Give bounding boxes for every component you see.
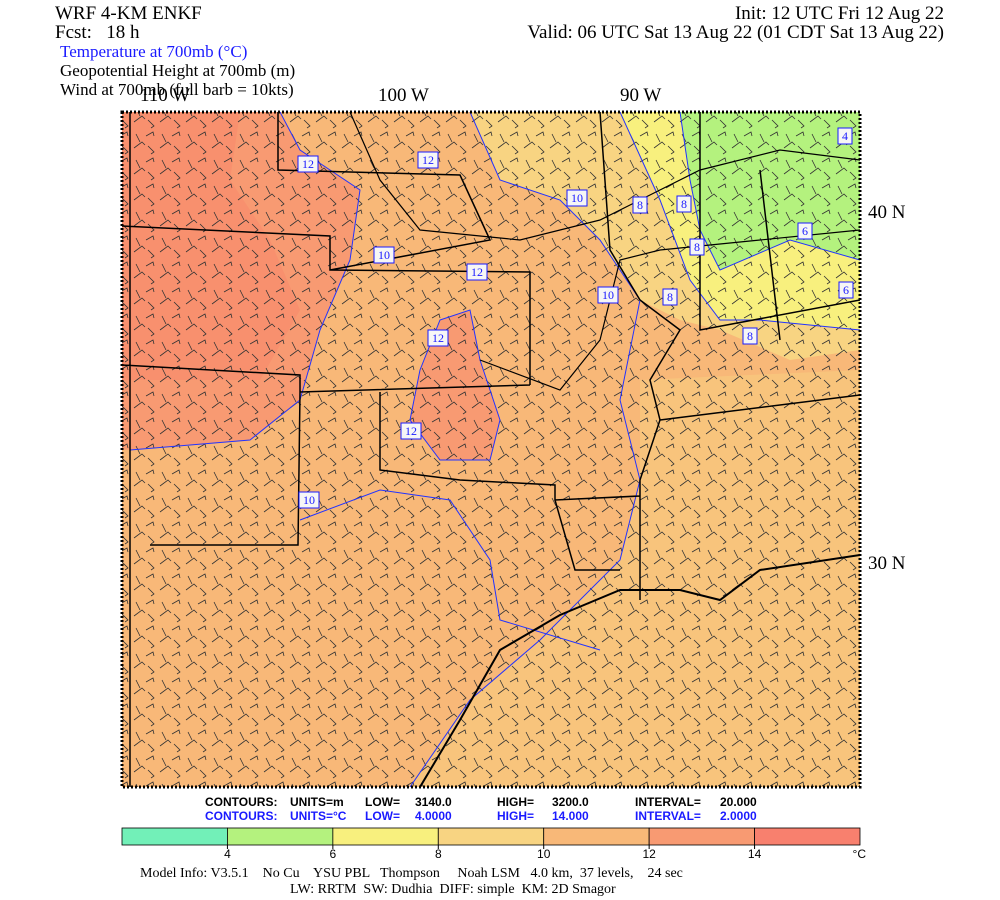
height-contour — [479, 229, 860, 391]
contour-label: 12 — [302, 157, 314, 171]
contour-label: 8 — [681, 197, 687, 211]
lon-label: 110 W — [140, 85, 190, 106]
colorbar: 4 6 8 10 12 14 °C — [121, 827, 867, 861]
colorbar-tick-label: 6 — [330, 847, 337, 861]
colorbar-tick-label: 12 — [642, 847, 656, 861]
contour-info-text: UNITS=m — [290, 795, 344, 809]
contour-label: 12 — [432, 331, 444, 345]
contour-label: 10 — [571, 191, 583, 205]
contour-info-text: CONTOURS: — [205, 809, 277, 823]
init-time: Init: 12 UTC Fri 12 Aug 22 — [735, 3, 944, 24]
colorbar-bin — [121, 827, 228, 846]
contour-info-text: 2.0000 — [720, 809, 757, 823]
wind-barbs — [122, 112, 860, 787]
contour-info-text: 4.0000 — [415, 809, 452, 823]
lon-label: 90 W — [620, 85, 661, 106]
colorbar-bin — [332, 827, 439, 846]
contour-label: 10 — [602, 288, 614, 302]
contour-info-text: LOW= — [365, 795, 400, 809]
contour-label: 10 — [378, 248, 390, 262]
contour-info-text: 3140.0 — [415, 795, 452, 809]
contour-info-text: 3200.0 — [552, 795, 589, 809]
contour-info-text: INTERVAL= — [635, 809, 701, 823]
contour-labels: 12 12 10 8 8 8 6 4 10 12 10 8 6 8 12 12 … — [297, 127, 854, 509]
colorbar-bin — [648, 827, 755, 846]
contour-label: 8 — [747, 329, 753, 343]
model-name: WRF 4-KM ENKF — [55, 3, 202, 24]
contour-label: 6 — [843, 283, 849, 297]
lat-label: 40 N — [868, 202, 906, 223]
coastline — [419, 554, 860, 787]
contour-info-text: HIGH= — [497, 795, 534, 809]
contour-label: 12 — [422, 153, 434, 167]
contour-info-text: CONTOURS: — [205, 795, 277, 809]
contour-info-text: UNITS=°C — [290, 809, 347, 823]
contour-label: 8 — [694, 240, 700, 254]
contour-info-text: INTERVAL= — [635, 795, 701, 809]
model-info: Model Info: V3.5.1 No Cu YSU PBL Thompso… — [140, 866, 683, 881]
field-name: Geopotential Height at 700mb (m) — [60, 61, 295, 80]
contour-info-text: 20.000 — [720, 795, 757, 809]
colorbar-bin — [437, 827, 545, 846]
temperature-contour — [129, 112, 860, 787]
forecast-hour: Fcst: 18 h — [55, 22, 140, 43]
colorbar-tick-label: 4 — [224, 847, 231, 861]
map-frame — [120, 110, 862, 789]
valid-time: Valid: 06 UTC Sat 13 Aug 22 (01 CDT Sat … — [527, 22, 944, 43]
colorbar-bin — [227, 827, 334, 846]
height-contour — [349, 112, 860, 241]
contour-info-text: 14.000 — [552, 809, 589, 823]
colorbar-unit: °C — [853, 847, 867, 861]
contour-label: 10 — [303, 493, 315, 507]
contour-label: 8 — [637, 198, 643, 212]
contour-info-text: HIGH= — [497, 809, 534, 823]
colorbar-bin — [543, 827, 650, 846]
field-name: Wind at 700mb (full barb = 10kts) — [60, 80, 294, 99]
contour-label: 8 — [667, 290, 673, 304]
contour-info: CONTOURS: UNITS=m LOW= 3140.0 HIGH= 3200.0 INT… — [205, 795, 757, 823]
state-border — [122, 112, 860, 787]
lat-label: 30 N — [868, 553, 906, 574]
colorbar-tick-label: 8 — [435, 847, 442, 861]
contour-label: 6 — [802, 224, 808, 238]
contour-label: 12 — [405, 424, 417, 438]
colorbar-tick-label: 14 — [748, 847, 762, 861]
lon-label: 100 W — [378, 85, 429, 106]
contour-info-text: LOW= — [365, 809, 400, 823]
model-info: LW: RRTM SW: Dudhia DIFF: simple KM: 2D … — [290, 882, 616, 897]
map — [122, 112, 860, 787]
colorbar-tick-label: 10 — [537, 847, 551, 861]
contour-label: 4 — [842, 129, 848, 143]
field-name: Temperature at 700mb (°C) — [60, 42, 247, 61]
colorbar-bin — [754, 827, 861, 846]
contour-label: 12 — [471, 265, 483, 279]
